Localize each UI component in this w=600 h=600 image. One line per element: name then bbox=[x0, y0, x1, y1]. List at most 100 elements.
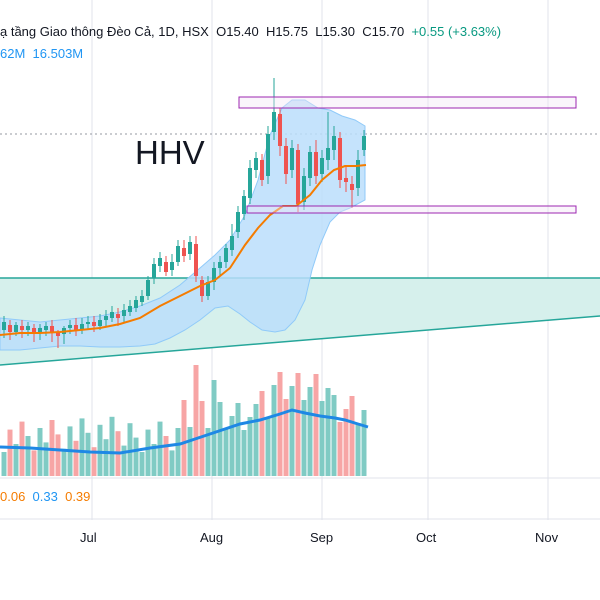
volume-bar bbox=[229, 416, 235, 476]
candle-body bbox=[50, 326, 54, 332]
high-label: H bbox=[266, 24, 276, 39]
candle-body bbox=[134, 300, 138, 308]
volume-bar bbox=[163, 436, 169, 476]
candle-body bbox=[2, 322, 6, 330]
indicator-value-3: 0.39 bbox=[65, 489, 91, 504]
candle-body bbox=[194, 244, 198, 276]
candle-body bbox=[254, 158, 258, 170]
low-value: 15.30 bbox=[322, 24, 355, 39]
volume-bar bbox=[319, 401, 325, 476]
candle-body bbox=[362, 136, 366, 150]
low-label: L bbox=[315, 24, 323, 39]
resistance-zone-box bbox=[238, 96, 577, 109]
indicator-legend: 0.06 0.33 0.39 bbox=[0, 489, 90, 504]
band-fill bbox=[0, 99, 366, 351]
candle-body bbox=[128, 306, 132, 312]
candle-body bbox=[164, 262, 168, 272]
volume-bar bbox=[175, 428, 181, 476]
candle-body bbox=[26, 326, 30, 330]
volume-bar bbox=[277, 372, 283, 476]
volume-bar bbox=[7, 429, 13, 476]
close-label: C bbox=[362, 24, 372, 39]
candle-body bbox=[248, 168, 252, 198]
candle-body bbox=[230, 236, 234, 250]
candle-body bbox=[296, 150, 300, 204]
candle-body bbox=[260, 160, 264, 180]
volume-bar bbox=[211, 380, 217, 476]
candle-body bbox=[212, 268, 216, 282]
volume-bar bbox=[295, 373, 301, 476]
candle-body bbox=[86, 322, 90, 324]
volume-bar bbox=[25, 436, 31, 476]
volume-bar bbox=[109, 416, 115, 476]
x-tick-nov: Nov bbox=[535, 530, 559, 545]
candle-body bbox=[158, 258, 162, 266]
volume-bar bbox=[301, 400, 307, 476]
volume-ma-line bbox=[0, 408, 369, 455]
candle-body bbox=[32, 328, 36, 332]
ohlc-legend: ạ tầng Giao thông Đèo Cả, 1D, HSX O15.40… bbox=[0, 24, 501, 39]
x-tick-aug: Aug bbox=[200, 530, 224, 545]
volume-bar bbox=[31, 450, 37, 476]
volume-bar bbox=[85, 432, 91, 476]
candle-body bbox=[200, 280, 204, 296]
volume-bar bbox=[313, 374, 319, 476]
x-tick-sep: Sep bbox=[310, 530, 334, 545]
volume-bar bbox=[325, 388, 331, 476]
candle-body bbox=[20, 326, 24, 330]
candle-body bbox=[242, 196, 246, 214]
candle-body bbox=[344, 178, 348, 182]
volume-bar bbox=[271, 385, 277, 476]
volume-bar bbox=[13, 444, 19, 476]
candle-body bbox=[182, 248, 186, 256]
indicator-value-1: 0.06 bbox=[0, 489, 26, 504]
volume-bar bbox=[235, 403, 241, 476]
volume-bar bbox=[283, 399, 289, 476]
instrument-title: ạ tầng Giao thông Đèo Cả, 1D, HSX bbox=[0, 24, 209, 39]
candle-body bbox=[38, 328, 42, 332]
candle-body bbox=[140, 296, 144, 302]
volume-legend: 62M 16.503M bbox=[0, 46, 83, 61]
candle-body bbox=[92, 322, 96, 326]
candle-body bbox=[8, 325, 12, 332]
volume-bar bbox=[253, 404, 259, 476]
ema-line bbox=[0, 164, 367, 336]
volume-bar bbox=[265, 418, 271, 476]
volume-bar bbox=[217, 402, 223, 476]
candle-body bbox=[56, 332, 60, 336]
candle-body bbox=[308, 152, 312, 178]
volume-bar bbox=[43, 442, 49, 476]
volume-bar bbox=[199, 401, 205, 476]
volume-bar bbox=[247, 417, 253, 476]
volume-bar bbox=[355, 423, 361, 476]
candles bbox=[2, 78, 366, 348]
candle-body bbox=[278, 114, 282, 146]
open-label: O bbox=[216, 24, 227, 39]
volume-value-a: 62M bbox=[0, 46, 26, 61]
candle-body bbox=[176, 246, 180, 262]
candle-body bbox=[302, 176, 306, 202]
volume-bar bbox=[1, 452, 7, 476]
candle-body bbox=[290, 148, 294, 170]
candle-body bbox=[284, 146, 288, 174]
volume-bar bbox=[157, 421, 163, 476]
support-zone-box bbox=[246, 205, 577, 214]
volume-bar bbox=[169, 450, 175, 476]
volume-bar bbox=[181, 400, 187, 476]
x-tick-jul: Jul bbox=[80, 530, 97, 545]
volume-bar bbox=[73, 440, 79, 476]
volume-bar bbox=[151, 444, 157, 476]
x-tick-oct: Oct bbox=[416, 530, 437, 545]
volume-bar bbox=[121, 445, 127, 476]
candle-body bbox=[188, 242, 192, 254]
candle-body bbox=[80, 324, 84, 330]
candle-body bbox=[44, 326, 48, 330]
volume-bar bbox=[349, 396, 355, 476]
volume-bar bbox=[127, 423, 133, 476]
volume-bar bbox=[55, 434, 61, 476]
candle-body bbox=[110, 312, 114, 318]
candle-body bbox=[74, 325, 78, 330]
volume-bar bbox=[79, 418, 85, 476]
volume-bar bbox=[223, 429, 229, 476]
